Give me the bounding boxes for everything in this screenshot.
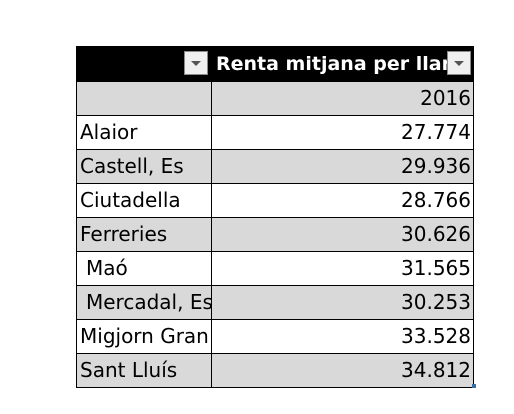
table-row: Ferreries 30.626 xyxy=(76,218,474,252)
table-row: Alaior 27.774 xyxy=(76,116,474,150)
municipality-cell[interactable]: Ciutadella xyxy=(76,184,212,217)
column-filter-dropdown-button[interactable] xyxy=(447,51,471,75)
municipality-cell[interactable]: Sant Lluís xyxy=(76,354,212,387)
table-row: Ciutadella 28.766 xyxy=(76,184,474,218)
selection-handle[interactable] xyxy=(472,384,476,388)
year-row-label-cell[interactable] xyxy=(76,82,212,115)
value-cell[interactable]: 27.774 xyxy=(212,116,474,149)
value-cell[interactable]: 28.766 xyxy=(212,184,474,217)
municipality-cell[interactable]: Ferreries xyxy=(76,218,212,251)
field-label: Renta mitjana per llar xyxy=(216,53,451,75)
value-cell[interactable]: 31.565 xyxy=(212,252,474,285)
year-cell[interactable]: 2016 xyxy=(212,82,474,115)
table-row: Mercadal, Es 30.253 xyxy=(76,286,474,320)
table-row: Castell, Es 29.936 xyxy=(76,150,474,184)
municipality-cell[interactable]: Migjorn Gran xyxy=(76,320,212,353)
row-filter-dropdown-button[interactable] xyxy=(184,51,208,75)
value-cell[interactable]: 29.936 xyxy=(212,150,474,183)
value-cell[interactable]: 33.528 xyxy=(212,320,474,353)
municipality-cell[interactable]: Mercadal, Es xyxy=(76,286,212,319)
municipality-cell[interactable]: Alaior xyxy=(76,116,212,149)
pivot-table: Renta mitjana per llar 2016 Alaior 27.77… xyxy=(76,46,476,388)
table-row: Maó 31.565 xyxy=(76,252,474,286)
value-cell[interactable]: 34.812 xyxy=(212,354,474,387)
pivot-header-row: Renta mitjana per llar xyxy=(76,46,474,82)
dropdown-arrow-icon xyxy=(191,60,201,66)
dropdown-arrow-icon xyxy=(454,60,464,66)
municipality-cell[interactable]: Castell, Es xyxy=(76,150,212,183)
year-row: 2016 xyxy=(76,82,474,116)
row-labels-header-cell[interactable] xyxy=(76,46,212,81)
value-cell[interactable]: 30.253 xyxy=(212,286,474,319)
column-header-cell[interactable]: Renta mitjana per llar xyxy=(212,46,474,81)
municipality-cell[interactable]: Maó xyxy=(76,252,212,285)
table-row: Sant Lluís 34.812 xyxy=(76,354,476,388)
value-cell[interactable]: 30.626 xyxy=(212,218,474,251)
table-row: Migjorn Gran 33.528 xyxy=(76,320,474,354)
